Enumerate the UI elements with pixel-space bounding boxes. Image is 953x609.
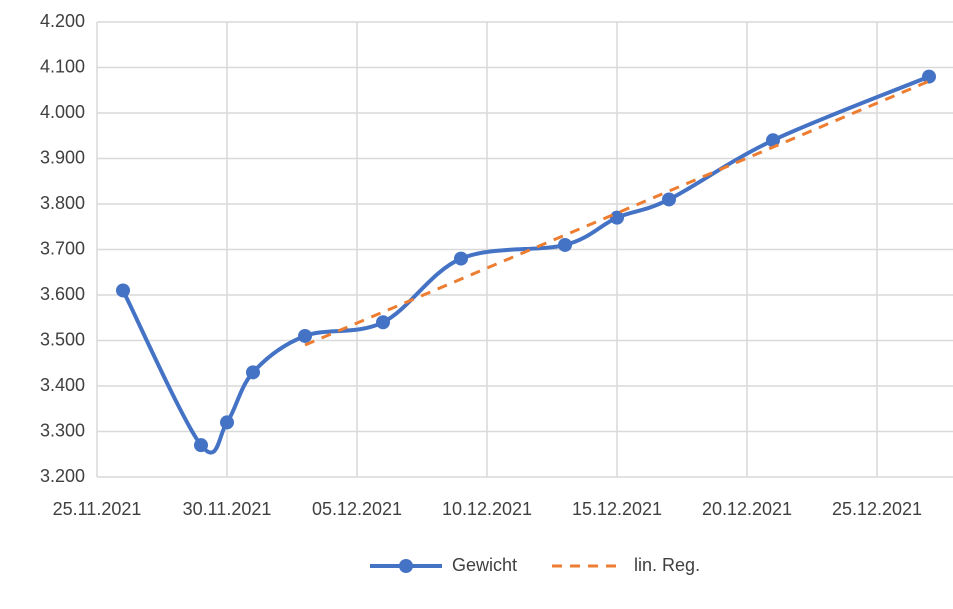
y-tick-label: 4.100 <box>40 56 85 76</box>
y-tick-label: 4.200 <box>40 11 85 31</box>
data-point <box>220 415 234 430</box>
data-point <box>298 328 312 343</box>
data-point <box>376 315 390 330</box>
y-tick-label: 3.400 <box>40 375 85 395</box>
data-point <box>558 237 572 252</box>
data-point <box>454 251 468 266</box>
data-point <box>766 133 780 148</box>
y-tick-label: 3.500 <box>40 329 85 349</box>
y-tick-label: 3.200 <box>40 466 85 486</box>
y-tick-label: 3.800 <box>40 193 85 213</box>
data-point <box>922 69 936 84</box>
y-tick-label: 3.600 <box>40 284 85 304</box>
data-point <box>194 438 208 453</box>
legend-marker <box>399 559 413 573</box>
y-tick-label: 3.300 <box>40 420 85 440</box>
y-tick-label: 3.700 <box>40 238 85 258</box>
data-point <box>116 283 130 298</box>
data-point <box>662 192 676 207</box>
legend-label: lin. Reg. <box>634 555 700 575</box>
x-tick-label: 05.12.2021 <box>312 499 402 519</box>
x-tick-label: 30.11.2021 <box>183 499 272 519</box>
trend-line <box>304 79 930 347</box>
data-point <box>610 210 624 225</box>
y-tick-label: 3.900 <box>40 147 85 167</box>
data-point <box>246 365 260 380</box>
x-tick-label: 25.11.2021 <box>53 499 142 519</box>
x-tick-label: 15.12.2021 <box>572 499 662 519</box>
x-tick-label: 25.12.2021 <box>832 499 922 519</box>
x-tick-label: 20.12.2021 <box>702 499 792 519</box>
legend-label: Gewicht <box>452 555 517 575</box>
x-tick-label: 10.12.2021 <box>442 499 532 519</box>
y-tick-label: 4.000 <box>40 102 85 122</box>
series-line <box>121 74 930 455</box>
